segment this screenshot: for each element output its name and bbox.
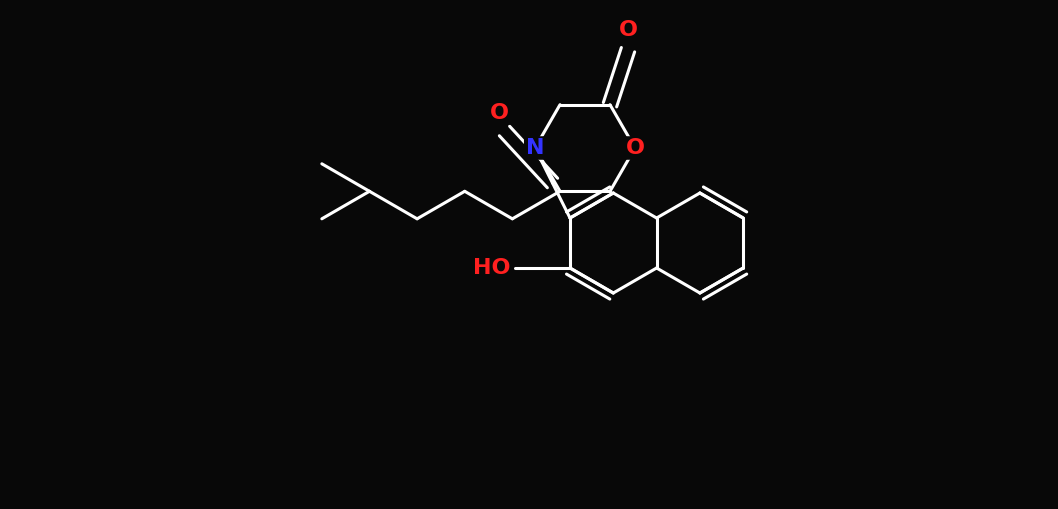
Text: HO: HO [473,258,510,278]
Text: O: O [625,138,644,158]
Text: O: O [619,20,638,40]
Text: O: O [490,103,509,123]
Text: N: N [526,138,544,158]
